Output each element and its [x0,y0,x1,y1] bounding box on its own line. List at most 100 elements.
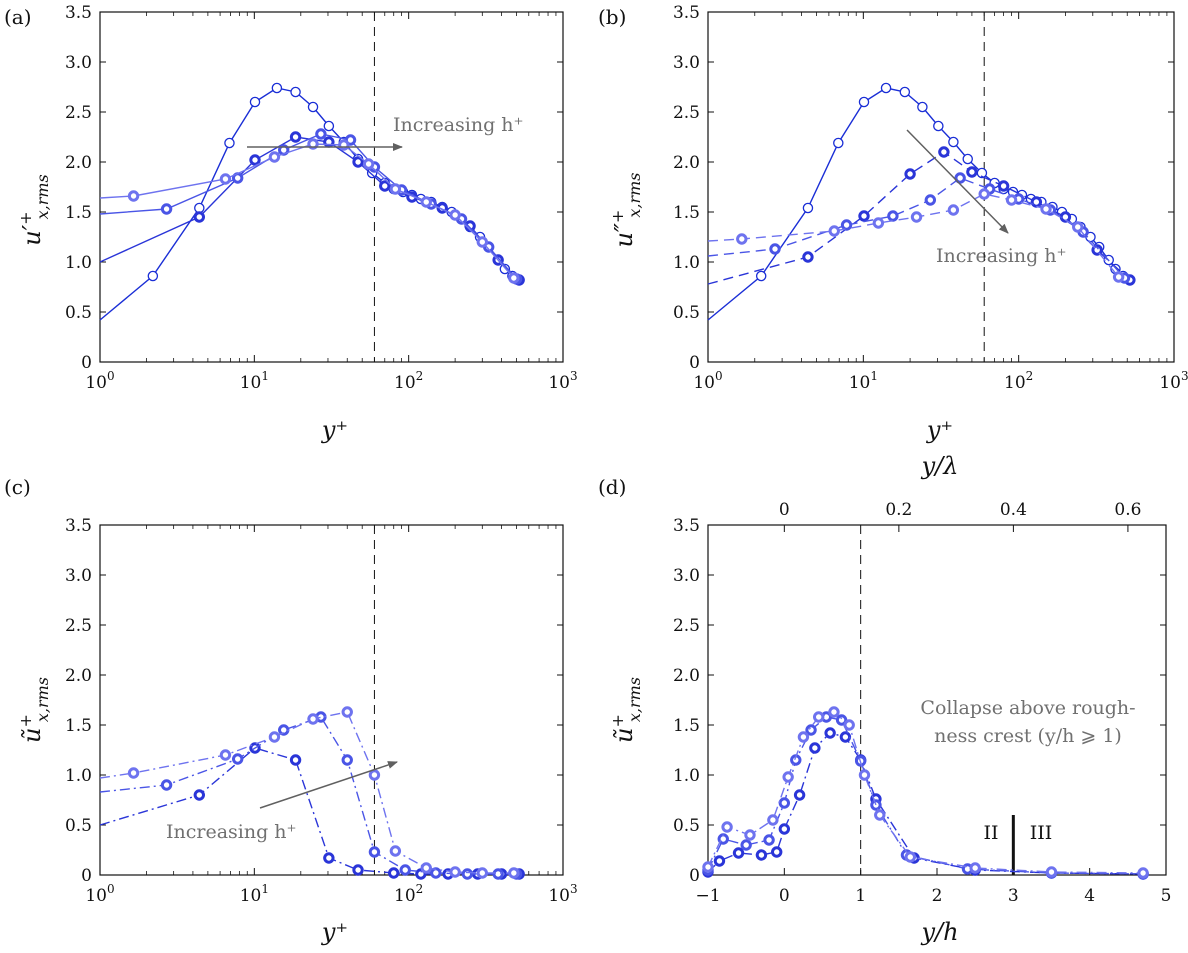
svg-text:ũ+x,rms: ũ+x,rms [608,677,644,743]
data-point-rough [341,754,353,766]
data-point-rough [160,203,173,215]
series-line-light-dot [99,143,515,279]
panel-a-ylabel: u′+x,rms [16,174,52,245]
data-point-rough [193,789,206,801]
y-tick-label: 3.5 [65,3,92,23]
ylabel-sub: x,rms [625,677,644,722]
data-point-rough [420,196,432,208]
ylabel-main: u′ [18,224,46,245]
data-point-rough [713,855,726,867]
y-tick-label: 1.0 [673,766,700,786]
y-tick-label: 0.5 [673,816,700,836]
data-point-rough [289,131,302,143]
y-tick-label: 3.0 [65,53,92,73]
data-point-rough [824,727,836,739]
data-point-smooth [307,101,319,113]
increasing-arrow [906,129,1009,234]
ylabel-main: u″ [610,223,638,247]
y-tick-label: 2.0 [65,153,92,173]
data-point-rough [368,846,381,858]
data-point-rough [268,151,281,163]
data-point-rough [702,861,714,873]
ylabel-main: ũ [18,728,46,743]
y-tick-label: 3.0 [673,566,700,586]
x-tick-label: 100 [85,882,114,906]
data-point-rough [969,862,981,874]
data-point-rough [732,847,745,859]
y-tick-label: 2.0 [673,666,700,686]
data-point-rough [492,868,504,880]
data-point-rough [160,779,173,791]
data-point-rough [1072,221,1084,233]
series-line-mid-dot [99,716,517,875]
x-top-tick-label: 0.2 [885,500,912,520]
data-point-smooth [194,202,205,214]
x-tick-label: 102 [394,882,423,906]
data-point-rough [828,706,840,718]
panel-a: (a) u′+x,rms y⁺ Increasing h⁺ 0 0.5 1.0 1.5… [4,3,578,444]
data-point-rough [874,809,886,821]
data-point-rough [840,219,853,231]
ylabel-main: ũ [610,728,638,743]
data-point-rough [755,849,768,861]
x-tick-label: 100 [693,369,722,393]
data-point-rough [1045,866,1058,878]
y-tick-label: 1.5 [65,716,92,736]
data-point-smooth [147,270,159,282]
panel-d-label: (d) [598,475,626,499]
panel-a-xlabel: y⁺ [321,416,348,444]
data-point-smooth [224,137,235,149]
y-tick-label: 0.5 [673,303,700,323]
x-tick-label: 101 [849,369,878,393]
panel-a-annotation: Increasing h⁺ [393,114,524,136]
x-tick-label: 101 [240,882,269,906]
panel-c-xlabel: y⁺ [321,918,348,946]
x-tick-label: 102 [394,369,423,393]
x-tick-label: 4 [1084,886,1095,906]
ylabel-sub: x,rms [33,174,52,219]
x-tick-label: −1 [695,886,720,906]
data-point-rough [812,711,825,723]
data-point-rough [721,821,733,833]
series-line-smooth-open [707,87,1131,321]
x-tick-label: 103 [548,369,577,393]
data-point-rough [1030,196,1043,208]
data-point-rough [449,209,461,221]
increasing-arrow [259,761,398,809]
series-line-mid-dot [707,716,1144,875]
svg-text:u′+x,rms: u′+x,rms [16,174,52,245]
data-point-rough [809,742,821,754]
data-point-rough [352,864,364,876]
data-point-rough [461,868,474,880]
data-point-rough [828,225,840,237]
data-point-rough [1040,203,1052,215]
y-tick-label: 0.5 [65,816,92,836]
data-point-smooth [755,270,767,282]
ylabel-sub: x,rms [33,677,52,722]
y-tick-label: 0 [81,866,92,886]
data-point-rough [793,789,806,801]
data-point-rough [388,867,400,879]
x-tick-label: 2 [932,886,943,906]
y-tick-label: 1.0 [673,253,700,273]
y-tick-label: 1.0 [65,766,92,786]
data-point-rough [763,834,775,846]
ylabel-sup: + [16,714,35,727]
data-point-rough [769,243,781,255]
panel-d-region-ii: II [983,822,998,844]
y-tick-label: 2.5 [65,103,92,123]
data-point-rough [379,180,391,192]
data-point-rough [193,211,206,223]
data-point-rough [420,862,432,874]
data-point-rough [858,769,871,781]
y-tick-label: 2.5 [65,616,92,636]
data-point-rough [797,731,810,743]
data-point-rough [352,156,364,168]
data-point-rough [368,769,381,781]
plot-frame [99,11,564,363]
y-tick-label: 2.5 [673,616,700,636]
data-point-rough [127,767,140,779]
svg-text:u″+x,rms: u″+x,rms [608,173,644,248]
data-point-rough [323,852,335,864]
panel-b: (b) u″+x,rms y⁺ Increasing h⁺ 0 0.5 1.0 1.5… [598,3,1188,444]
